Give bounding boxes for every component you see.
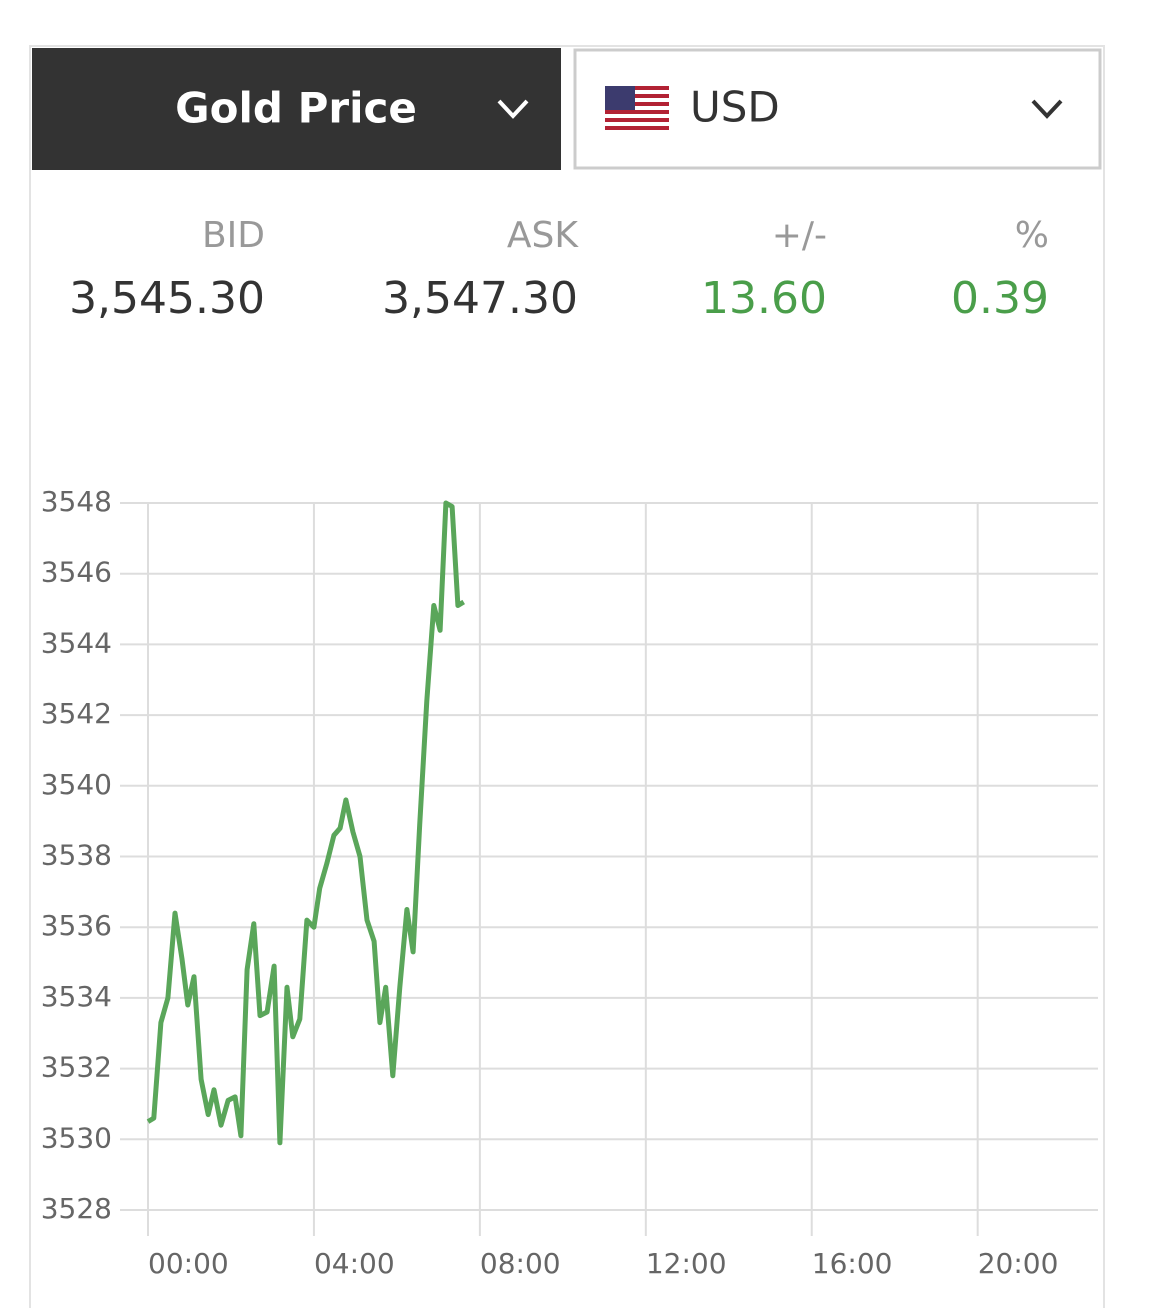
quote-value: 13.60 [701, 273, 827, 324]
quote-value: 3,547.30 [382, 273, 578, 324]
y-tick-label: 3540 [41, 768, 112, 801]
quote-label: ASK [507, 215, 579, 256]
x-tick-label: 08:00 [480, 1247, 561, 1280]
chevron[interactable] [497, 99, 529, 119]
y-tick-label: 3532 [41, 1051, 112, 1084]
quote-label: % [1015, 215, 1049, 256]
x-tick-label: 12:00 [646, 1247, 727, 1280]
y-tick-label: 3530 [41, 1121, 112, 1154]
quote-value: 0.39 [951, 273, 1049, 324]
quote-label: +/- [772, 215, 827, 256]
y-tick-label: 3538 [41, 839, 112, 872]
y-tick-label: 3546 [41, 556, 112, 589]
x-tick-label: 04:00 [314, 1247, 395, 1280]
y-tick-label: 3536 [41, 909, 112, 942]
x-tick-label: 16:00 [812, 1247, 893, 1280]
us-flag [605, 86, 669, 130]
chevron[interactable] [1031, 99, 1063, 119]
y-tick-label: 3544 [41, 626, 112, 659]
instrument-label[interactable]: Gold Price [175, 84, 417, 133]
x-tick-label: 20:00 [978, 1247, 1059, 1280]
price-line [146, 500, 465, 1146]
quote-value: 3,545.30 [69, 273, 265, 324]
y-tick-label: 3534 [41, 980, 112, 1013]
y-tick-label: 3548 [41, 485, 112, 518]
currency-label[interactable]: USD [690, 83, 780, 132]
quote-label: BID [202, 215, 265, 256]
x-tick-label: 00:00 [148, 1247, 229, 1280]
y-tick-label: 3528 [41, 1192, 112, 1225]
instrument-tab[interactable] [32, 48, 561, 170]
y-tick-label: 3542 [41, 697, 112, 730]
